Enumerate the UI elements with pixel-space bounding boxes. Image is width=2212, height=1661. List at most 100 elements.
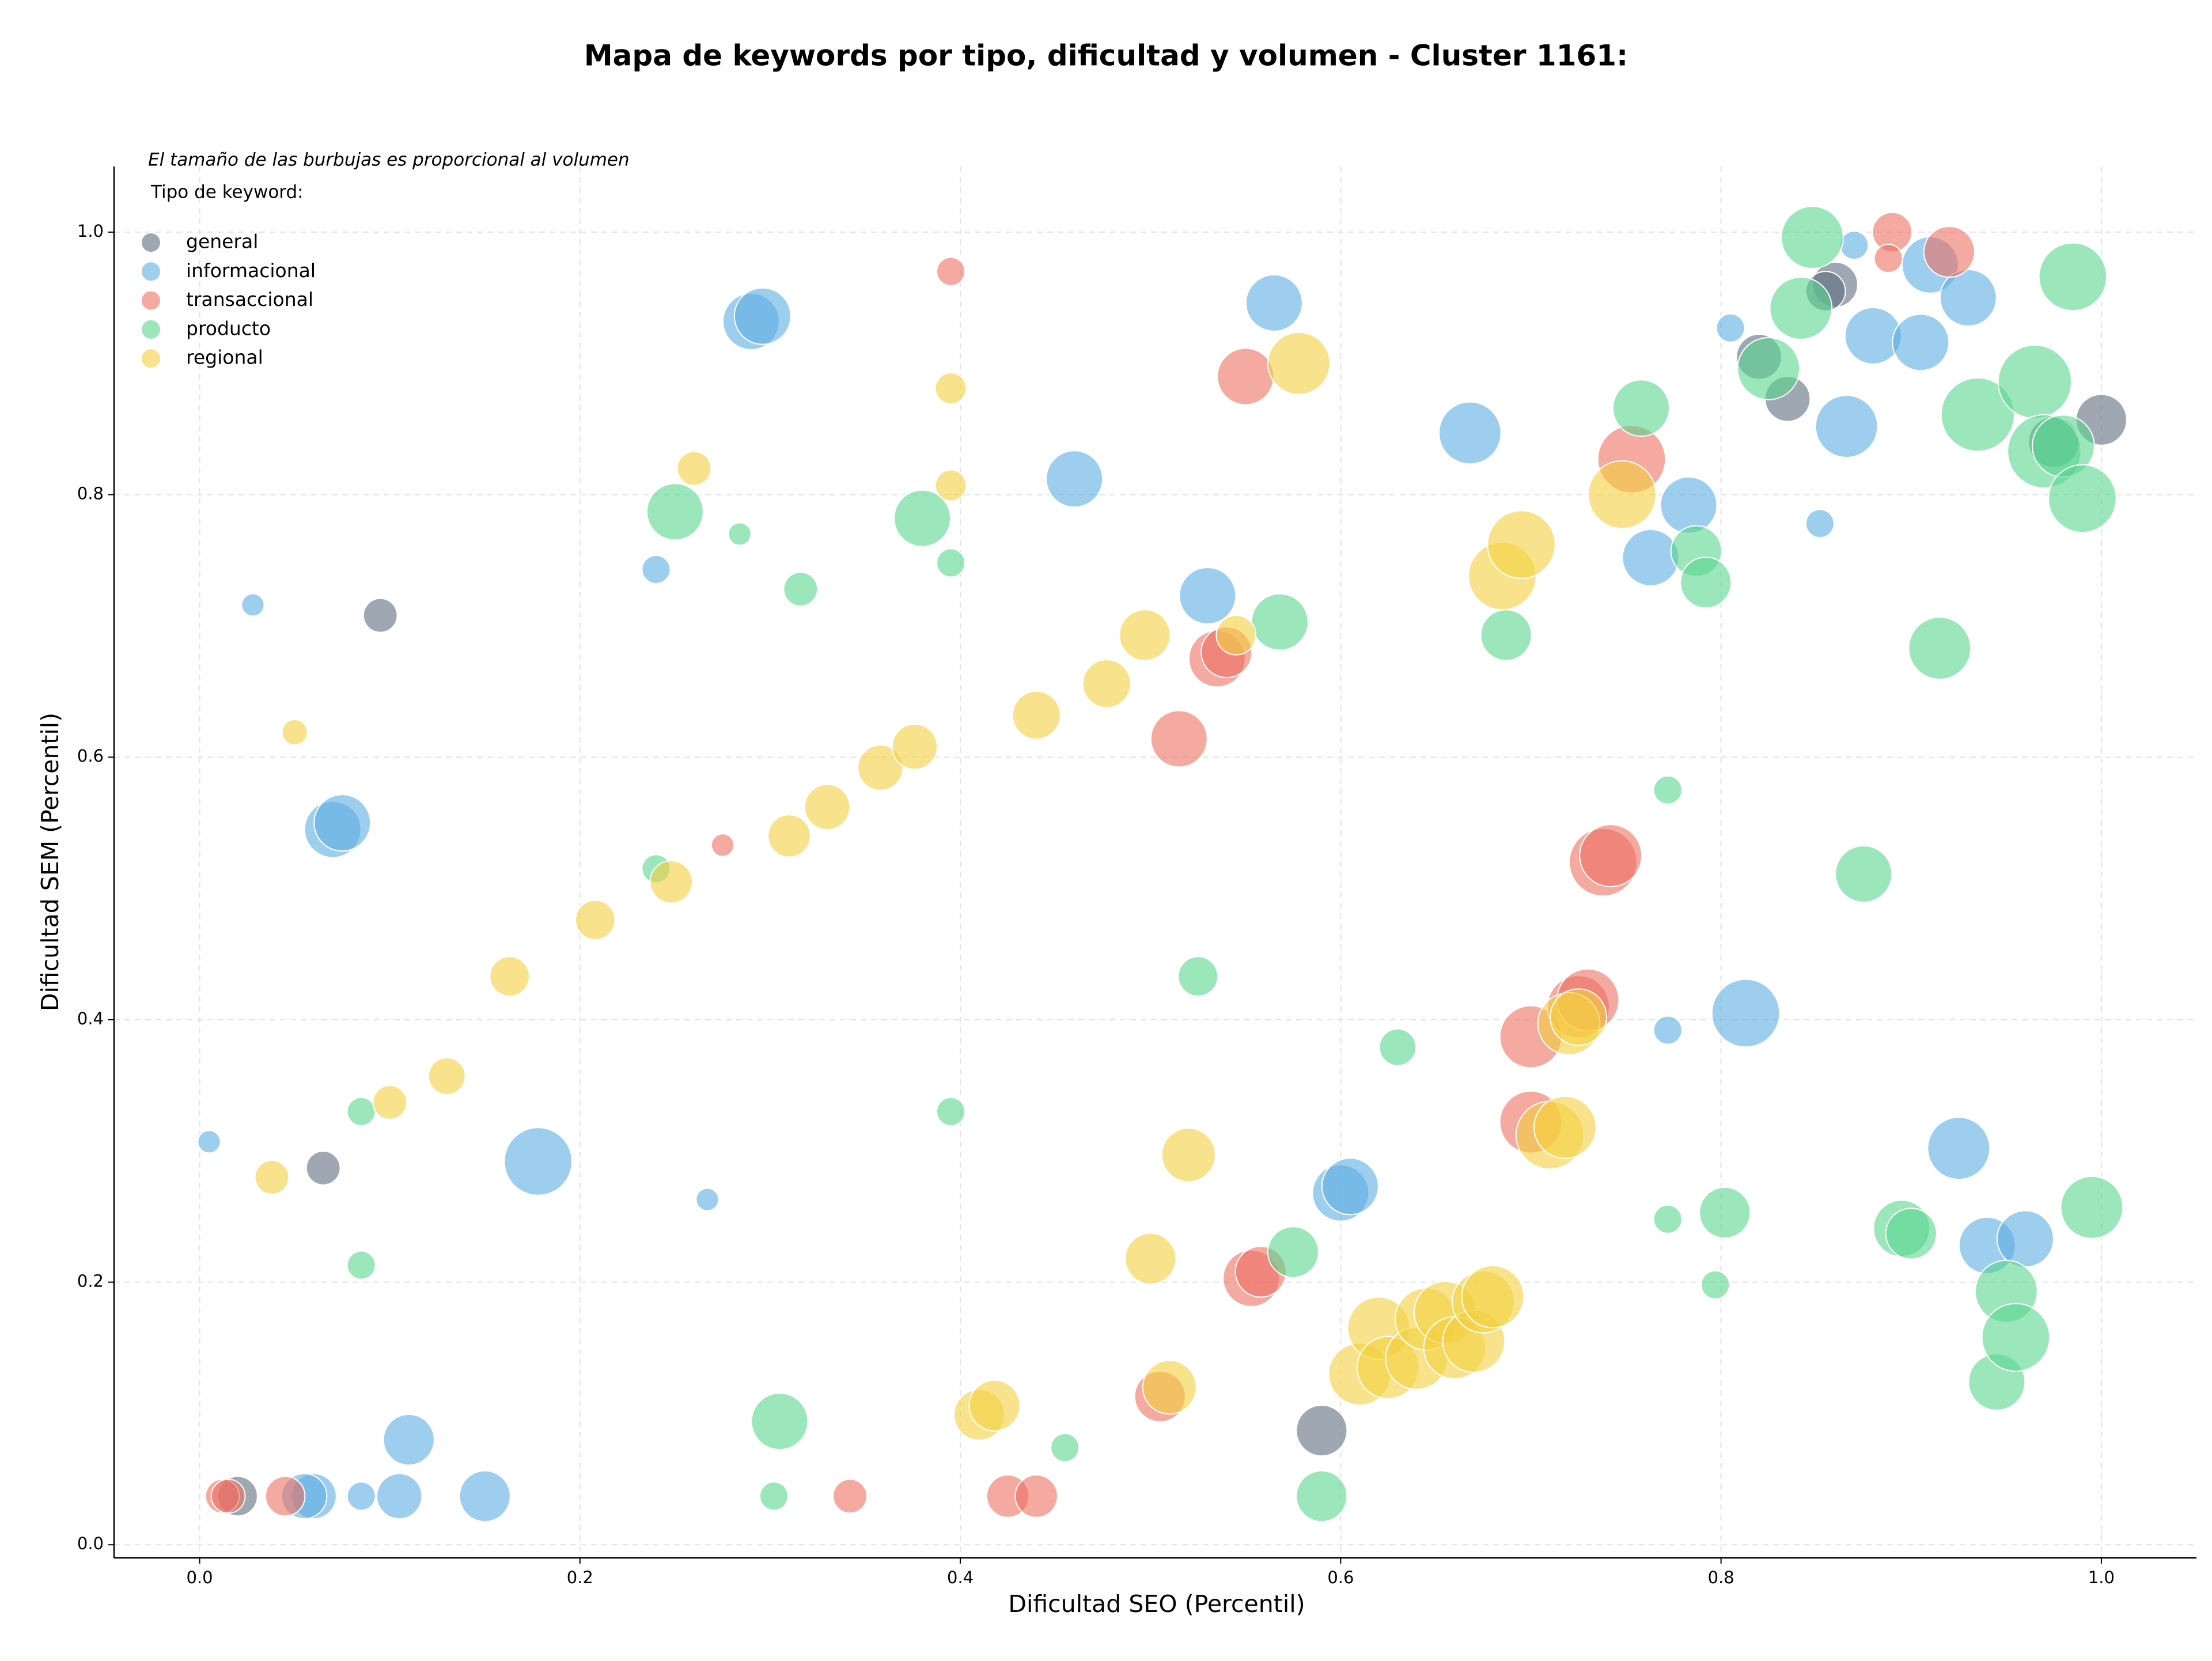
bubble bbox=[197, 1130, 221, 1154]
bubble bbox=[1267, 331, 1331, 395]
x-tick-label: 0.8 bbox=[1708, 1568, 1734, 1587]
bubble bbox=[968, 1379, 1021, 1432]
y-tick-label: 0.8 bbox=[77, 484, 104, 504]
bubble bbox=[1737, 336, 1801, 400]
bubble bbox=[1217, 347, 1275, 406]
legend-label: general bbox=[186, 230, 258, 253]
bubble bbox=[1653, 1204, 1683, 1234]
bubble bbox=[1996, 1210, 2054, 1268]
bubble bbox=[1769, 277, 1833, 340]
bubble bbox=[574, 899, 616, 941]
bubble bbox=[1251, 593, 1309, 651]
bubble bbox=[857, 744, 904, 791]
bubble bbox=[346, 1481, 376, 1511]
bubble bbox=[1680, 557, 1732, 609]
legend-marker bbox=[141, 348, 161, 369]
x-tick-label: 0.4 bbox=[947, 1568, 974, 1587]
bubble bbox=[372, 1085, 408, 1120]
bubble bbox=[1550, 988, 1608, 1046]
bubble bbox=[1480, 609, 1532, 661]
bubble bbox=[1923, 226, 1975, 278]
bubble bbox=[427, 1057, 466, 1095]
legend-label: informacional bbox=[186, 259, 316, 282]
bubble bbox=[1124, 1232, 1177, 1285]
bubble bbox=[676, 451, 712, 486]
x-tick-label: 1.0 bbox=[2088, 1568, 2115, 1587]
bubble bbox=[1046, 450, 1104, 508]
bubble bbox=[1715, 313, 1745, 343]
bubble bbox=[1321, 1157, 1379, 1216]
legend-marker bbox=[141, 232, 161, 253]
bubble bbox=[767, 814, 811, 858]
bubble bbox=[313, 794, 372, 852]
bubble bbox=[346, 1096, 376, 1126]
bubble bbox=[751, 1393, 809, 1451]
bubble bbox=[1588, 460, 1657, 529]
bubble bbox=[1487, 510, 1556, 579]
y-tick-label: 0.6 bbox=[77, 746, 104, 766]
bubble bbox=[934, 469, 967, 502]
bubble bbox=[241, 593, 265, 617]
bubble bbox=[1177, 956, 1219, 997]
bubble bbox=[1579, 824, 1643, 887]
bubble bbox=[1653, 1015, 1683, 1045]
bubble bbox=[1296, 1404, 1348, 1457]
bubble bbox=[1438, 401, 1502, 465]
y-axis-label: Dificultad SEM (Percentil) bbox=[36, 713, 64, 1011]
y-tick-label: 0.4 bbox=[77, 1009, 104, 1028]
bubble bbox=[1885, 1208, 1937, 1260]
bubble bbox=[1908, 616, 1972, 680]
bubble bbox=[305, 1150, 341, 1186]
bubble bbox=[1378, 1028, 1417, 1066]
bubble bbox=[1940, 377, 2016, 452]
bubble bbox=[891, 723, 938, 770]
bubble bbox=[759, 1481, 789, 1511]
bubble bbox=[641, 554, 671, 584]
y-tick-label: 0.2 bbox=[77, 1272, 104, 1291]
bubble bbox=[1014, 1474, 1058, 1518]
bubble bbox=[346, 1250, 376, 1280]
bubble bbox=[804, 784, 851, 830]
bubble bbox=[1653, 775, 1683, 805]
bubble bbox=[382, 1413, 435, 1466]
bubble bbox=[459, 1470, 511, 1523]
legend-marker bbox=[141, 319, 161, 340]
bubble bbox=[1711, 978, 1781, 1048]
bubble bbox=[893, 489, 952, 547]
y-tick-label: 0.0 bbox=[77, 1534, 104, 1553]
bubble bbox=[264, 1475, 306, 1517]
x-axis-label: Dificultad SEO (Percentil) bbox=[1008, 1590, 1305, 1618]
bubble bbox=[934, 372, 967, 404]
legend-marker bbox=[141, 261, 161, 282]
chart-title: Mapa de keywords por tipo, dificultad y … bbox=[584, 39, 1628, 73]
bubble bbox=[376, 1473, 423, 1520]
bubble bbox=[936, 256, 966, 286]
bubble bbox=[936, 1096, 966, 1126]
bubble bbox=[1245, 274, 1303, 332]
bubble bbox=[503, 1127, 573, 1196]
bubble bbox=[1142, 1360, 1197, 1415]
legend-marker bbox=[141, 290, 161, 311]
x-tick-label: 0.6 bbox=[1327, 1568, 1354, 1587]
bubble bbox=[649, 860, 694, 904]
bubble bbox=[936, 548, 966, 578]
bubble bbox=[1805, 509, 1835, 539]
legend-label: regional bbox=[186, 346, 263, 369]
y-tick-label: 1.0 bbox=[77, 221, 104, 241]
bubble bbox=[281, 718, 308, 746]
bubble bbox=[2048, 464, 2117, 534]
bubble bbox=[1161, 1127, 1216, 1183]
bubble bbox=[1179, 567, 1237, 625]
bubble bbox=[1892, 313, 1950, 372]
bubble bbox=[1927, 1117, 1991, 1181]
bubble bbox=[783, 572, 819, 607]
bubble bbox=[1699, 1186, 1751, 1239]
bubble bbox=[1150, 710, 1208, 768]
bubble bbox=[1050, 1433, 1080, 1463]
bubble bbox=[1700, 1270, 1730, 1300]
bubble bbox=[1839, 230, 1869, 260]
bubble bbox=[1622, 528, 1680, 587]
bubble bbox=[1939, 268, 1997, 327]
